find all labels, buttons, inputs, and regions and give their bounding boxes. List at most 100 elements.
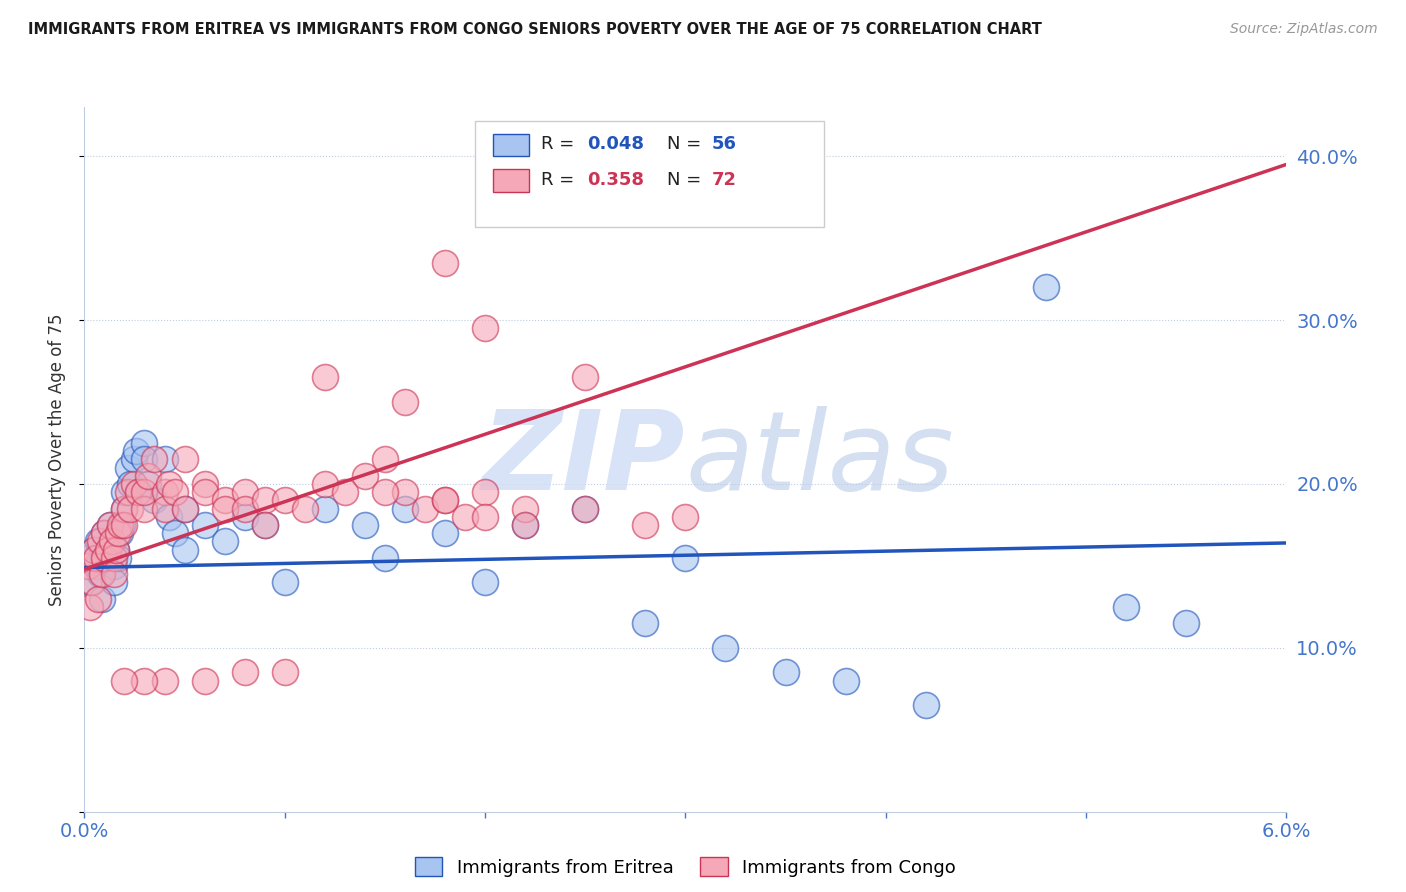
Point bbox=[103, 550, 125, 565]
Point bbox=[114, 501, 135, 516]
Point bbox=[675, 509, 697, 524]
Point bbox=[120, 501, 142, 516]
Text: IMMIGRANTS FROM ERITREA VS IMMIGRANTS FROM CONGO SENIORS POVERTY OVER THE AGE OF: IMMIGRANTS FROM ERITREA VS IMMIGRANTS FR… bbox=[28, 22, 1042, 37]
Point bbox=[138, 468, 160, 483]
Text: N =: N = bbox=[668, 136, 707, 153]
Point bbox=[111, 517, 134, 532]
Point bbox=[314, 501, 336, 516]
Point bbox=[134, 436, 156, 450]
Point bbox=[114, 501, 135, 516]
Point bbox=[83, 542, 105, 557]
Point bbox=[124, 452, 146, 467]
Point bbox=[83, 542, 105, 557]
Point bbox=[117, 485, 139, 500]
Point bbox=[274, 493, 297, 508]
Point bbox=[915, 698, 938, 713]
Point bbox=[163, 526, 186, 541]
Text: Source: ZipAtlas.com: Source: ZipAtlas.com bbox=[1230, 22, 1378, 37]
Point bbox=[434, 526, 457, 541]
Point bbox=[134, 673, 156, 688]
Point bbox=[253, 517, 276, 532]
Point bbox=[87, 591, 110, 606]
Point bbox=[454, 509, 477, 524]
Point bbox=[233, 509, 256, 524]
Point bbox=[354, 517, 377, 532]
Point bbox=[394, 501, 416, 516]
Point bbox=[134, 485, 156, 500]
Point bbox=[173, 542, 195, 557]
FancyBboxPatch shape bbox=[475, 121, 824, 227]
Point bbox=[233, 665, 256, 680]
Point bbox=[574, 501, 596, 516]
Point bbox=[314, 477, 336, 491]
Point bbox=[134, 452, 156, 467]
Point bbox=[274, 575, 297, 590]
Point bbox=[253, 517, 276, 532]
Point bbox=[138, 477, 160, 491]
Y-axis label: Seniors Poverty Over the Age of 75: Seniors Poverty Over the Age of 75 bbox=[48, 313, 66, 606]
Point bbox=[714, 640, 737, 655]
Point bbox=[474, 321, 496, 335]
Point bbox=[82, 575, 104, 590]
Point bbox=[100, 517, 122, 532]
Point bbox=[157, 477, 180, 491]
Point bbox=[1175, 616, 1198, 631]
Point bbox=[374, 485, 396, 500]
Point bbox=[93, 550, 115, 565]
Point bbox=[143, 493, 166, 508]
Point bbox=[574, 501, 596, 516]
Point bbox=[86, 550, 108, 565]
Point bbox=[101, 534, 124, 549]
Point bbox=[253, 493, 276, 508]
Point bbox=[103, 575, 125, 590]
Point bbox=[127, 485, 149, 500]
Point bbox=[474, 575, 496, 590]
Point bbox=[194, 477, 217, 491]
Point bbox=[93, 526, 115, 541]
Point bbox=[214, 501, 236, 516]
Point bbox=[127, 485, 149, 500]
Point bbox=[87, 534, 110, 549]
Point bbox=[100, 517, 122, 532]
Point bbox=[333, 485, 356, 500]
Point bbox=[124, 477, 146, 491]
Text: atlas: atlas bbox=[686, 406, 955, 513]
Point bbox=[374, 550, 396, 565]
Point bbox=[77, 550, 100, 565]
Point bbox=[515, 517, 537, 532]
FancyBboxPatch shape bbox=[494, 169, 529, 192]
Text: 56: 56 bbox=[711, 136, 737, 153]
Point bbox=[114, 485, 135, 500]
Point bbox=[434, 493, 457, 508]
Point bbox=[233, 501, 256, 516]
Point bbox=[91, 591, 114, 606]
Point bbox=[105, 542, 128, 557]
Point bbox=[354, 468, 377, 483]
Point bbox=[194, 517, 217, 532]
Point bbox=[474, 485, 496, 500]
Point bbox=[153, 673, 176, 688]
Point bbox=[79, 575, 101, 590]
Point bbox=[634, 616, 657, 631]
Text: 72: 72 bbox=[711, 170, 737, 188]
Point bbox=[214, 534, 236, 549]
Point bbox=[91, 567, 114, 582]
Point bbox=[474, 509, 496, 524]
Point bbox=[125, 444, 148, 458]
Point bbox=[103, 558, 125, 573]
Point bbox=[194, 673, 217, 688]
Point bbox=[634, 517, 657, 532]
Point bbox=[214, 493, 236, 508]
Point bbox=[114, 673, 135, 688]
Point bbox=[394, 395, 416, 409]
Point bbox=[434, 256, 457, 270]
Point bbox=[233, 485, 256, 500]
Point bbox=[173, 501, 195, 516]
Point bbox=[434, 493, 457, 508]
Point bbox=[835, 673, 858, 688]
Point bbox=[89, 534, 111, 549]
Point bbox=[194, 485, 217, 500]
Point bbox=[117, 460, 139, 475]
Point bbox=[103, 567, 125, 582]
Point bbox=[110, 517, 132, 532]
